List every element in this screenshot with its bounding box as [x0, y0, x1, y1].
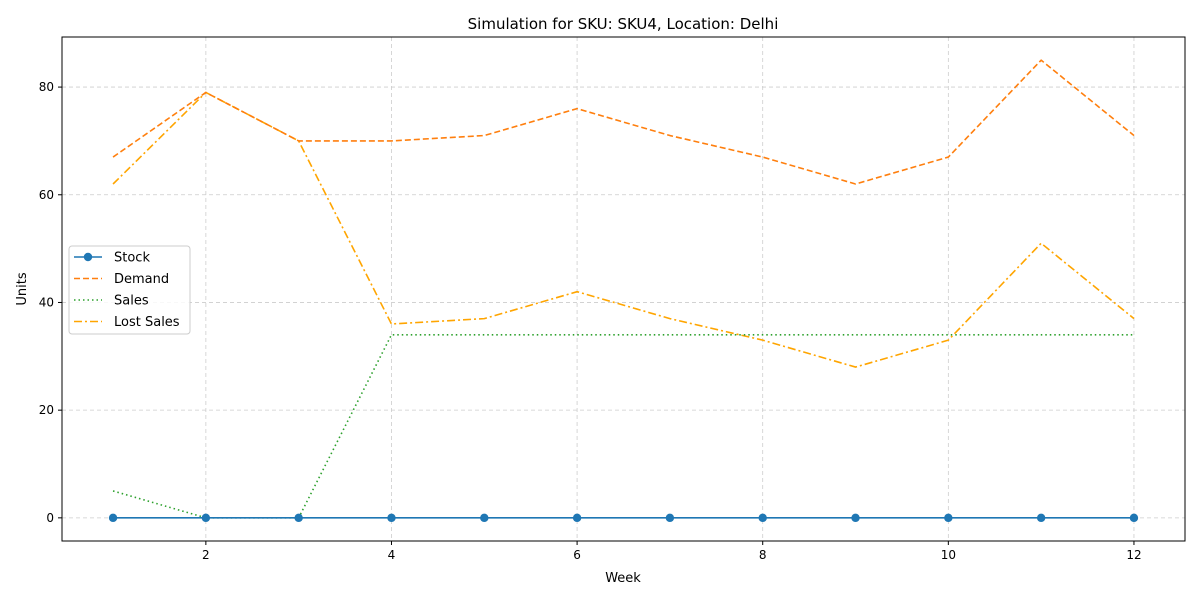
- stock-point: [572, 513, 582, 523]
- stock-point: [665, 513, 675, 523]
- x-tick-label: 2: [202, 548, 210, 562]
- stock-point: [944, 513, 953, 523]
- stock-point: [1129, 513, 1139, 523]
- lost-sales-line: [112, 91, 1135, 368]
- demand-line: [112, 59, 1135, 185]
- y-tick-label: 60: [39, 188, 54, 202]
- stock-point: [480, 513, 489, 523]
- y-tick-label: 40: [39, 295, 54, 309]
- chart-title: Simulation for SKU: SKU4, Location: Delh…: [468, 15, 779, 33]
- ticks: 2 4 6 8 10 12 0 20 40 60 80: [39, 80, 1142, 562]
- stock-point: [851, 513, 860, 523]
- legend-marker-stock: [83, 252, 93, 262]
- x-tick-label: 12: [1126, 548, 1141, 562]
- stock-point: [387, 513, 396, 523]
- stock-point: [294, 513, 303, 523]
- legend-label-stock: Stock: [114, 251, 150, 266]
- y-axis-label: Units: [15, 272, 30, 305]
- legend-label-demand: Demand: [114, 272, 169, 287]
- stock-point: [108, 513, 118, 523]
- series-layer: [108, 59, 1139, 523]
- sales-line: [112, 333, 1134, 519]
- x-tick-label: 6: [573, 548, 581, 562]
- stock-point: [758, 513, 767, 523]
- y-tick-label: 20: [39, 403, 54, 417]
- x-tick-label: 10: [941, 548, 956, 562]
- x-tick-label: 4: [388, 548, 396, 562]
- legend-box: [68, 245, 191, 335]
- x-axis-label: Week: [605, 571, 641, 586]
- y-tick-label: 0: [46, 511, 54, 525]
- y-tick-label: 80: [39, 80, 54, 94]
- stock-point: [1036, 513, 1046, 523]
- legend-label-sales: Sales: [114, 294, 149, 309]
- x-tick-label: 8: [759, 548, 767, 562]
- plot-frame: [61, 36, 1186, 542]
- stock-point: [201, 513, 211, 523]
- grid: [62, 37, 1185, 541]
- legend-label-lost-sales: Lost Sales: [114, 315, 180, 330]
- legend: Stock Demand Sales Lost Sales: [68, 245, 191, 335]
